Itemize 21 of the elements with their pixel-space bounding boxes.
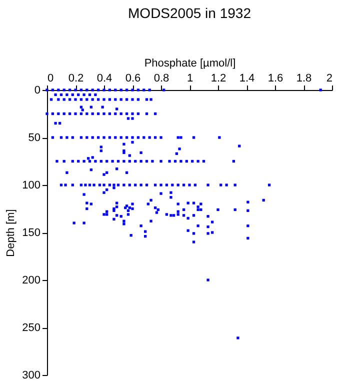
y-tick-label: 150 (22, 227, 40, 239)
x-tick-label: 1.2 (210, 72, 226, 84)
y-tick-label: 200 (22, 274, 40, 286)
y-axis-title: Depth [m] (5, 209, 18, 257)
x-tick-label: 1.8 (296, 72, 312, 84)
y-tick-label: 250 (22, 322, 40, 334)
y-tick-label: 100 (22, 180, 40, 192)
x-tick-label: 1.4 (239, 72, 255, 84)
x-tick-label: 0.2 (68, 72, 84, 84)
chart-title: MODS2005 in 1932 (128, 5, 252, 21)
x-tick-label: 0.8 (154, 72, 170, 84)
x-tick-label: 1 (186, 72, 194, 84)
y-tick-label: 0 (34, 84, 40, 96)
x-tick-label: 1.6 (268, 72, 284, 84)
x-axis-title: Phosphate [µmol/l] (144, 58, 236, 70)
y-tick-label: 300 (22, 370, 40, 382)
x-tick-label: 0.6 (125, 72, 141, 84)
x-tick-label: 2 (326, 72, 332, 84)
x-tick-label: 0 (48, 72, 54, 84)
x-tick-label: 0.4 (96, 72, 112, 84)
y-tick-label: 50 (28, 132, 40, 144)
